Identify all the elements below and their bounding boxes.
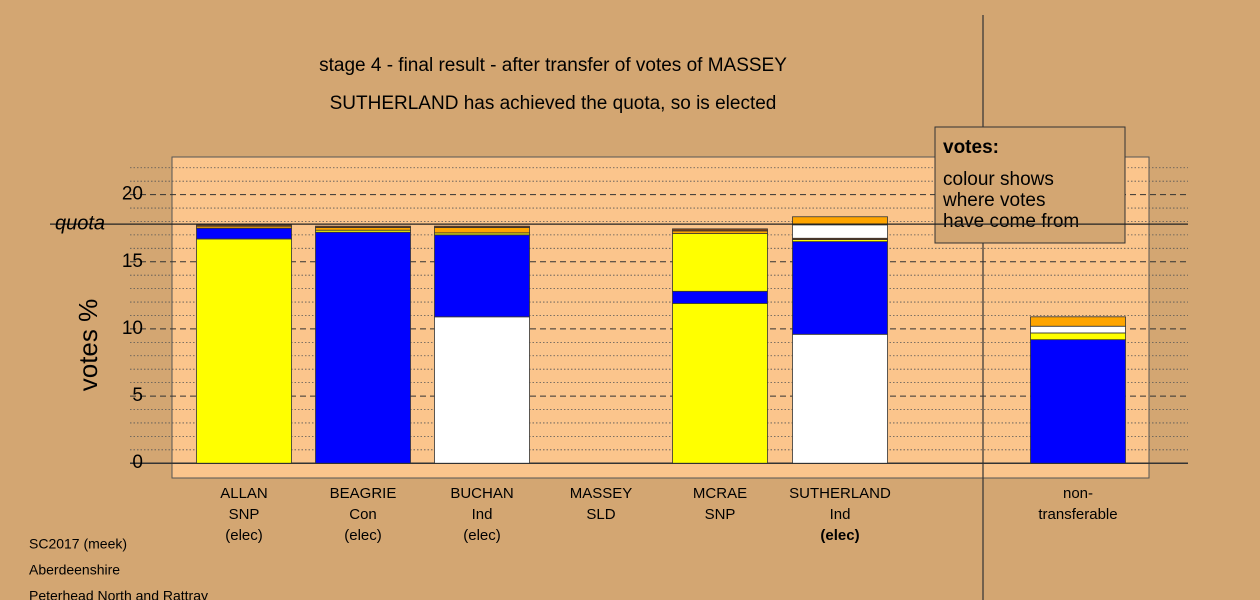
bar-segment <box>792 241 888 335</box>
x-tick-label: Ind <box>830 506 851 523</box>
x-tick-label: BEAGRIE <box>330 485 397 502</box>
x-tick-label: (elec) <box>344 527 382 544</box>
x-tick-label: SLD <box>586 506 615 523</box>
x-tick-label: (elec) <box>820 527 859 544</box>
bar-segment <box>1030 316 1126 327</box>
footer-text: Aberdeenshire <box>29 562 120 578</box>
x-tick-label: BUCHAN <box>450 485 513 502</box>
x-tick-label: Con <box>349 506 377 523</box>
bar-segment <box>196 227 292 240</box>
bar-segment <box>672 302 768 464</box>
x-tick-label: Ind <box>472 506 493 523</box>
bar-segment <box>315 227 411 231</box>
bar-segment <box>434 227 530 234</box>
x-tick-label: SNP <box>229 506 260 523</box>
bars <box>196 216 1126 464</box>
footer: SC2017 (meek) Aberdeenshire Peterhead Nort… <box>29 536 208 600</box>
legend-title: votes: <box>943 137 999 158</box>
footer-text: Peterhead North and Rattray <box>29 588 208 600</box>
x-tick-label: transferable <box>1038 506 1117 523</box>
bar-segment <box>792 224 888 239</box>
x-tick-label: SUTHERLAND <box>789 485 891 502</box>
y-tick-label: 0 <box>132 452 143 473</box>
grid <box>130 167 1188 464</box>
bar-segment <box>315 231 411 464</box>
bar-segment <box>672 228 768 232</box>
y-tick-label: 20 <box>122 184 143 205</box>
bar-segment <box>672 233 768 292</box>
footer-text: SC2017 (meek) <box>29 536 127 552</box>
x-tick-label: (elec) <box>463 527 501 544</box>
bar-segment <box>1030 325 1126 334</box>
x-tick-label: MCRAE <box>693 485 747 502</box>
chart-subtitle: SUTHERLAND has achieved the quota, so is… <box>330 93 777 114</box>
bar-segment <box>1030 332 1126 341</box>
bar-segment <box>672 290 768 304</box>
x-tick-label: ALLAN <box>220 485 268 502</box>
bar-segment <box>434 225 530 228</box>
x-tick-label: (elec) <box>225 527 263 544</box>
legend-text: have come from <box>943 211 1079 232</box>
bar-segment <box>196 224 292 227</box>
quota-label: quota <box>55 212 105 234</box>
x-tick-label: SNP <box>705 506 736 523</box>
bar-segment <box>434 234 530 318</box>
bar-segment <box>792 216 888 226</box>
legend-text: colour shows <box>943 169 1054 190</box>
y-tick-label: 5 <box>132 385 143 406</box>
bar-segment <box>792 333 888 464</box>
x-tick-label: non- <box>1063 485 1093 502</box>
bar-segment <box>672 230 768 234</box>
bar-segment <box>1030 339 1126 464</box>
y-tick-label: 15 <box>122 251 143 272</box>
y-tick-label: 10 <box>122 318 143 339</box>
bar-segment <box>196 238 292 464</box>
y-axis-label: votes % <box>73 299 103 392</box>
legend-text: where votes <box>942 190 1045 211</box>
bar-segment <box>434 316 530 464</box>
legend: votes: colour shows where votes have com… <box>934 126 1126 244</box>
chart-title: stage 4 - final result - after transfer … <box>319 55 787 76</box>
bar-segment <box>315 225 411 228</box>
x-tick-label: MASSEY <box>570 485 633 502</box>
